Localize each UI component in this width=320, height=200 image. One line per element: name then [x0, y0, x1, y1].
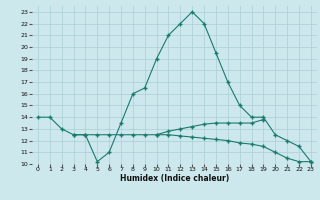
X-axis label: Humidex (Indice chaleur): Humidex (Indice chaleur)	[120, 174, 229, 183]
